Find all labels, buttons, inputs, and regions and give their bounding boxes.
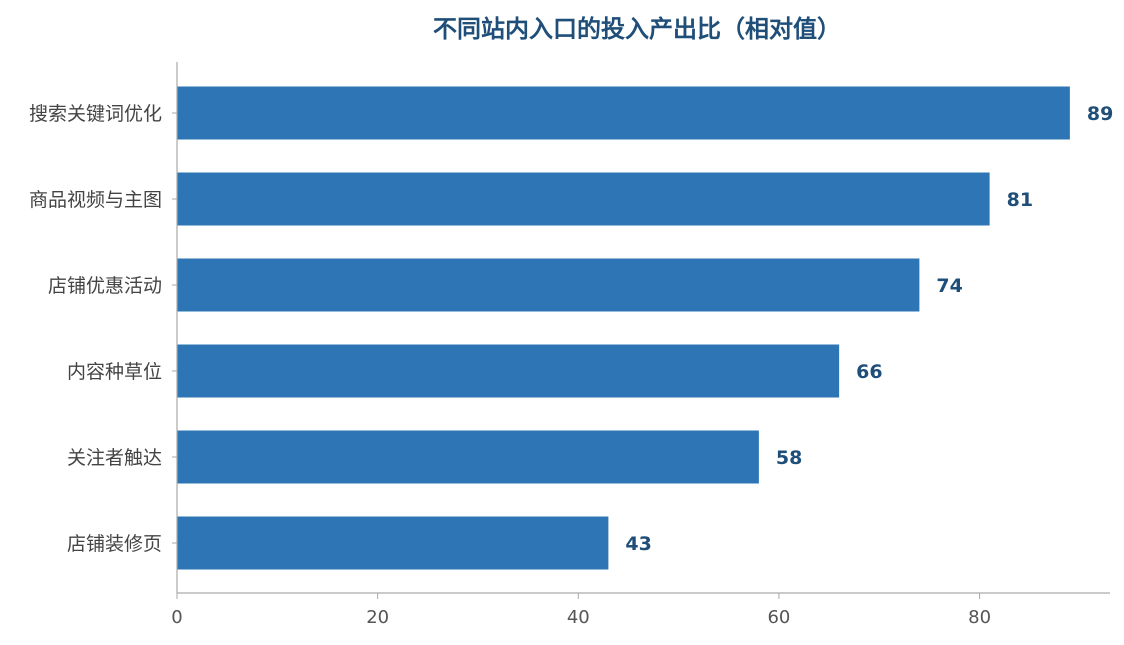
- x-tick-label-0: 0: [171, 607, 182, 628]
- bar-2: [177, 258, 920, 312]
- data-label-4: 58: [776, 447, 802, 469]
- chart-title: 不同站内入口的投入产出比（相对值）: [433, 15, 841, 43]
- category-label-1: 商品视频与主图: [29, 189, 162, 211]
- x-tick-label-2: 40: [567, 607, 590, 628]
- bar-1: [177, 172, 990, 226]
- data-label-3: 66: [856, 361, 882, 383]
- bars-layer: [177, 86, 1070, 570]
- data-label-1: 81: [1007, 189, 1033, 211]
- category-label-3: 内容种草位: [67, 361, 162, 383]
- bar-4: [177, 430, 759, 484]
- category-label-2: 店铺优惠活动: [48, 275, 162, 297]
- x-tick-label-4: 80: [968, 607, 991, 628]
- category-label-4: 关注者触达: [67, 447, 162, 469]
- category-label-5: 店铺装修页: [67, 533, 162, 555]
- bar-3: [177, 344, 840, 398]
- x-tick-label-1: 20: [366, 607, 389, 628]
- data-label-0: 89: [1087, 103, 1113, 125]
- data-label-5: 43: [625, 533, 651, 555]
- bar-5: [177, 516, 609, 570]
- bar-0: [177, 86, 1070, 140]
- axes-layer: 0 20 40 60 80: [171, 62, 1110, 628]
- data-labels-layer: 89 81 74 66 58 43: [625, 103, 1113, 555]
- category-label-0: 搜索关键词优化: [29, 103, 162, 125]
- x-tick-label-3: 60: [767, 607, 790, 628]
- data-label-2: 74: [936, 275, 962, 297]
